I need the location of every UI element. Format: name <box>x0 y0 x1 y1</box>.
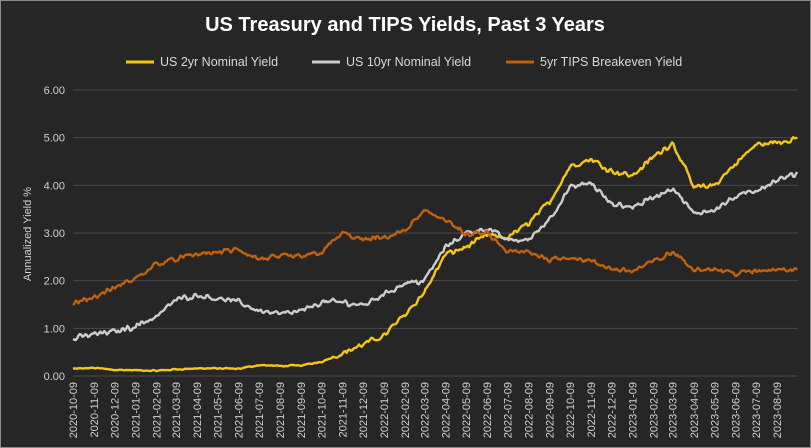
x-tick-label: 2023-05-09 <box>709 382 721 438</box>
x-tick-label: 2023-06-09 <box>730 382 742 438</box>
legend-label: 5yr TIPS Breakeven Yield <box>540 55 682 69</box>
legend-label: US 10yr Nominal Yield <box>346 55 471 69</box>
x-tick-label: 2022-10-09 <box>565 382 577 438</box>
x-tick-label: 2021-06-09 <box>233 382 245 438</box>
x-tick-label: 2021-12-09 <box>358 382 370 438</box>
y-tick-label: 5.00 <box>44 133 65 145</box>
y-tick-label: 1.00 <box>44 323 65 335</box>
x-tick-label: 2022-05-09 <box>461 382 473 438</box>
x-tick-label: 2021-10-09 <box>317 382 329 438</box>
x-tick-label: 2021-03-09 <box>171 382 183 438</box>
x-tick-label: 2022-07-09 <box>502 382 514 438</box>
x-tick-label: 2020-10-09 <box>68 382 80 438</box>
x-tick-label: 2021-11-09 <box>338 382 350 437</box>
x-tick-label: 2022-08-09 <box>523 382 535 438</box>
x-tick-label: 2022-06-09 <box>482 382 494 438</box>
x-tick-label: 2021-05-09 <box>212 382 224 438</box>
y-axis-ticks: 0.00 1.00 2.00 3.00 4.00 5.00 6.00 <box>44 85 65 383</box>
x-tick-label: 2023-08-09 <box>772 382 784 438</box>
gridlines <box>73 89 798 377</box>
x-tick-label: 2022-01-09 <box>379 382 391 438</box>
series-line-0 <box>72 136 798 373</box>
y-tick-label: 3.00 <box>44 228 65 240</box>
x-tick-label: 2021-01-09 <box>131 382 143 438</box>
x-tick-label: 2023-03-09 <box>668 382 680 438</box>
x-tick-label: 2021-07-09 <box>254 382 266 438</box>
x-tick-label: 2022-09-09 <box>545 382 557 438</box>
y-tick-label: 0.00 <box>44 371 65 383</box>
series-line-1 <box>72 171 799 342</box>
x-tick-label: 2021-04-09 <box>192 382 204 438</box>
x-tick-label: 2022-12-09 <box>607 382 619 438</box>
x-tick-label: 2022-02-09 <box>400 382 412 438</box>
x-axis-ticks: 2020-10-09 2020-11-09 2020-12-09 2021-01-09… <box>68 382 784 438</box>
legend-label: US 2yr Nominal Yield <box>160 55 278 69</box>
x-tick-label: 2021-08-09 <box>275 382 287 438</box>
x-tick-label: 2022-11-09 <box>586 382 598 437</box>
x-tick-label: 2023-07-09 <box>751 382 763 438</box>
x-tick-label: 2023-04-09 <box>689 382 701 438</box>
y-tick-label: 4.00 <box>44 180 65 192</box>
series-lines <box>72 136 799 373</box>
legend: US 2yr Nominal Yield US 10yr Nominal Yiel… <box>126 55 682 69</box>
x-tick-label: 2020-11-09 <box>89 382 101 437</box>
y-tick-label: 6.00 <box>44 85 65 97</box>
x-tick-label: 2021-09-09 <box>296 382 308 438</box>
x-tick-label: 2023-02-09 <box>649 382 661 438</box>
series-line-2 <box>72 208 799 306</box>
x-tick-label: 2022-03-09 <box>419 382 431 438</box>
x-tick-label: 2020-12-09 <box>110 382 122 438</box>
y-tick-label: 2.00 <box>44 276 65 288</box>
x-tick-label: 2023-01-09 <box>628 382 640 438</box>
chart-title: US Treasury and TIPS Yields, Past 3 Year… <box>205 14 605 36</box>
x-tick-label: 2021-02-09 <box>152 382 164 438</box>
y-axis-label: Annualized Yield % <box>22 187 34 281</box>
x-tick-label: 2022-04-09 <box>440 382 452 438</box>
